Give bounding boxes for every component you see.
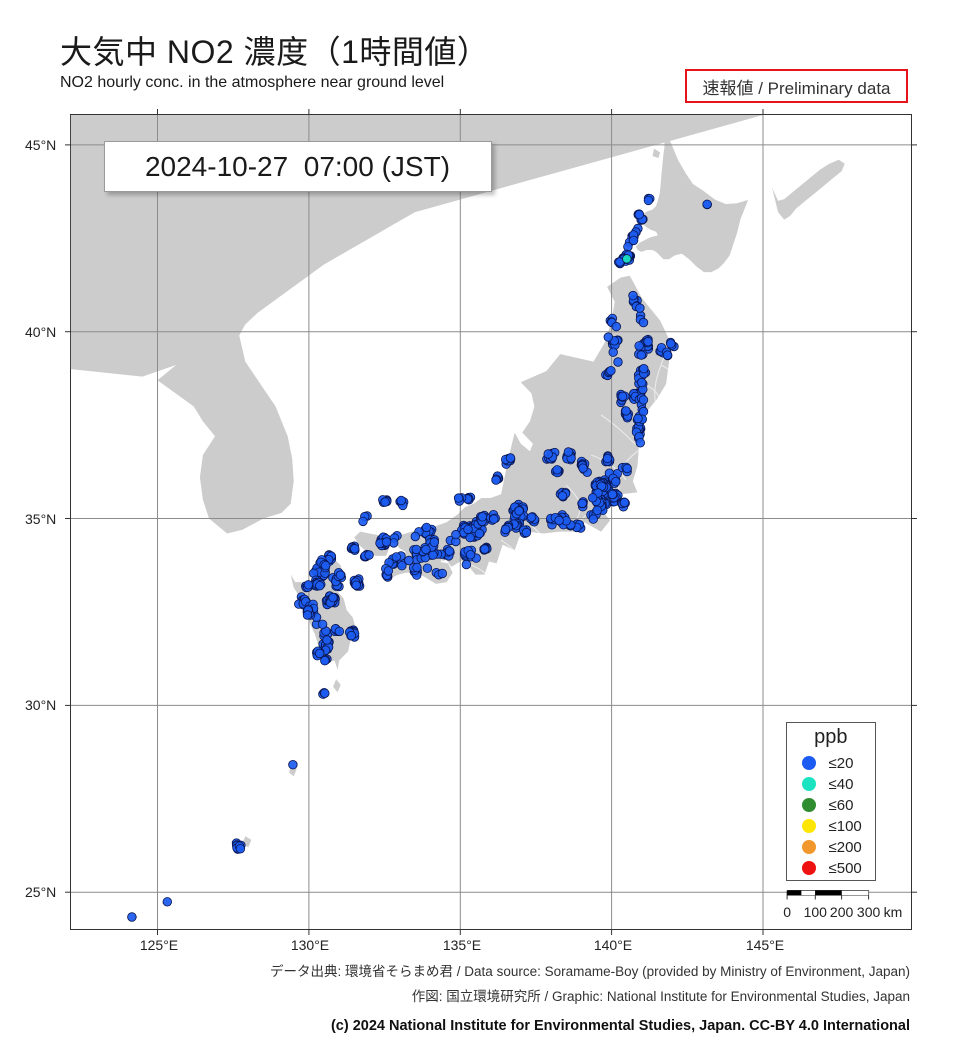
svg-text:0: 0 bbox=[783, 904, 791, 920]
svg-text:300: 300 bbox=[857, 904, 881, 920]
svg-text:100: 100 bbox=[804, 904, 828, 920]
svg-text:km: km bbox=[884, 904, 903, 920]
svg-text:200: 200 bbox=[830, 904, 854, 920]
